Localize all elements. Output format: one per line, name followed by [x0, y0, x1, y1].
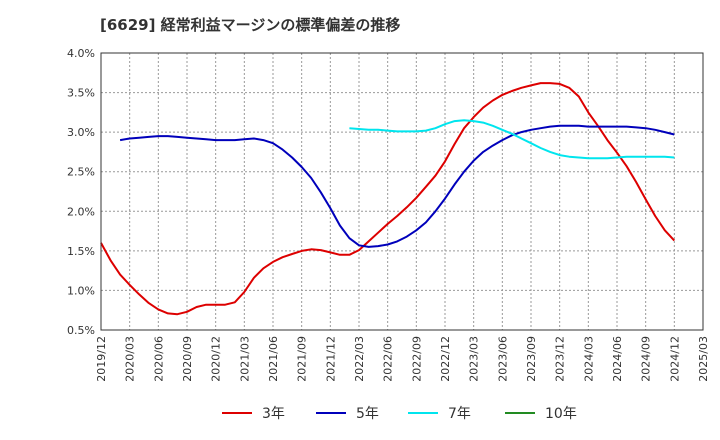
y-tick-label: 3.5% [67, 87, 95, 100]
y-axis: 0.5% 1.0% 1.5% 2.0% 2.5% 3.0% 3.5% 4.0% [67, 47, 95, 337]
x-tick-label: 2021/06 [267, 336, 280, 382]
grid [100, 52, 704, 331]
series-line-2 [349, 119, 675, 160]
x-tick-label: 2022/12 [439, 336, 452, 382]
x-tick-label: 2022/06 [382, 336, 395, 382]
x-tick-label: 2020/06 [152, 336, 165, 382]
y-tick-label: 1.0% [67, 284, 95, 297]
x-tick-label: 2024/06 [611, 336, 624, 382]
legend-label-3: 10年 [545, 406, 577, 422]
series-lines [100, 82, 676, 316]
x-tick-label: 2021/03 [238, 336, 251, 382]
x-tick-label: 2025/03 [697, 336, 710, 382]
legend: 3年 5年 7年 10年 [222, 406, 577, 422]
x-tick-label: 2020/09 [181, 336, 194, 382]
y-tick-label: 4.0% [67, 47, 95, 60]
x-tick-label: 2023/12 [554, 336, 567, 382]
series-line-0 [100, 82, 676, 316]
legend-label-1: 5年 [356, 406, 379, 422]
plot-border [100, 52, 704, 331]
x-tick-label: 2021/09 [296, 336, 309, 382]
x-tick-label: 2024/12 [668, 336, 681, 382]
legend-label-2: 7年 [448, 406, 471, 422]
legend-label-0: 3年 [262, 406, 285, 422]
x-tick-label: 2022/09 [410, 336, 423, 382]
x-tick-label: 2020/12 [210, 336, 223, 382]
y-tick-label: 1.5% [67, 245, 95, 258]
x-tick-label: 2020/03 [124, 336, 137, 382]
chart-title: [6629] 経常利益マージンの標準偏差の推移 [100, 16, 400, 34]
x-tick-label: 2023/06 [496, 336, 509, 382]
x-tick-label: 2023/09 [525, 336, 538, 382]
x-tick-label: 2019/12 [95, 336, 108, 382]
y-tick-label: 2.0% [67, 205, 95, 218]
y-tick-label: 2.5% [67, 166, 95, 179]
x-tick-label: 2021/12 [324, 336, 337, 382]
x-tick-label: 2024/03 [582, 336, 595, 382]
x-tick-label: 2022/03 [353, 336, 366, 382]
x-tick-label: 2024/09 [640, 336, 653, 382]
y-tick-label: 0.5% [67, 324, 95, 337]
y-tick-label: 3.0% [67, 126, 95, 139]
series-line-1 [119, 124, 675, 248]
x-tick-label: 2023/03 [468, 336, 481, 382]
x-axis: 2019/12 2020/03 2020/06 2020/09 2020/12 2021/… [95, 336, 710, 382]
